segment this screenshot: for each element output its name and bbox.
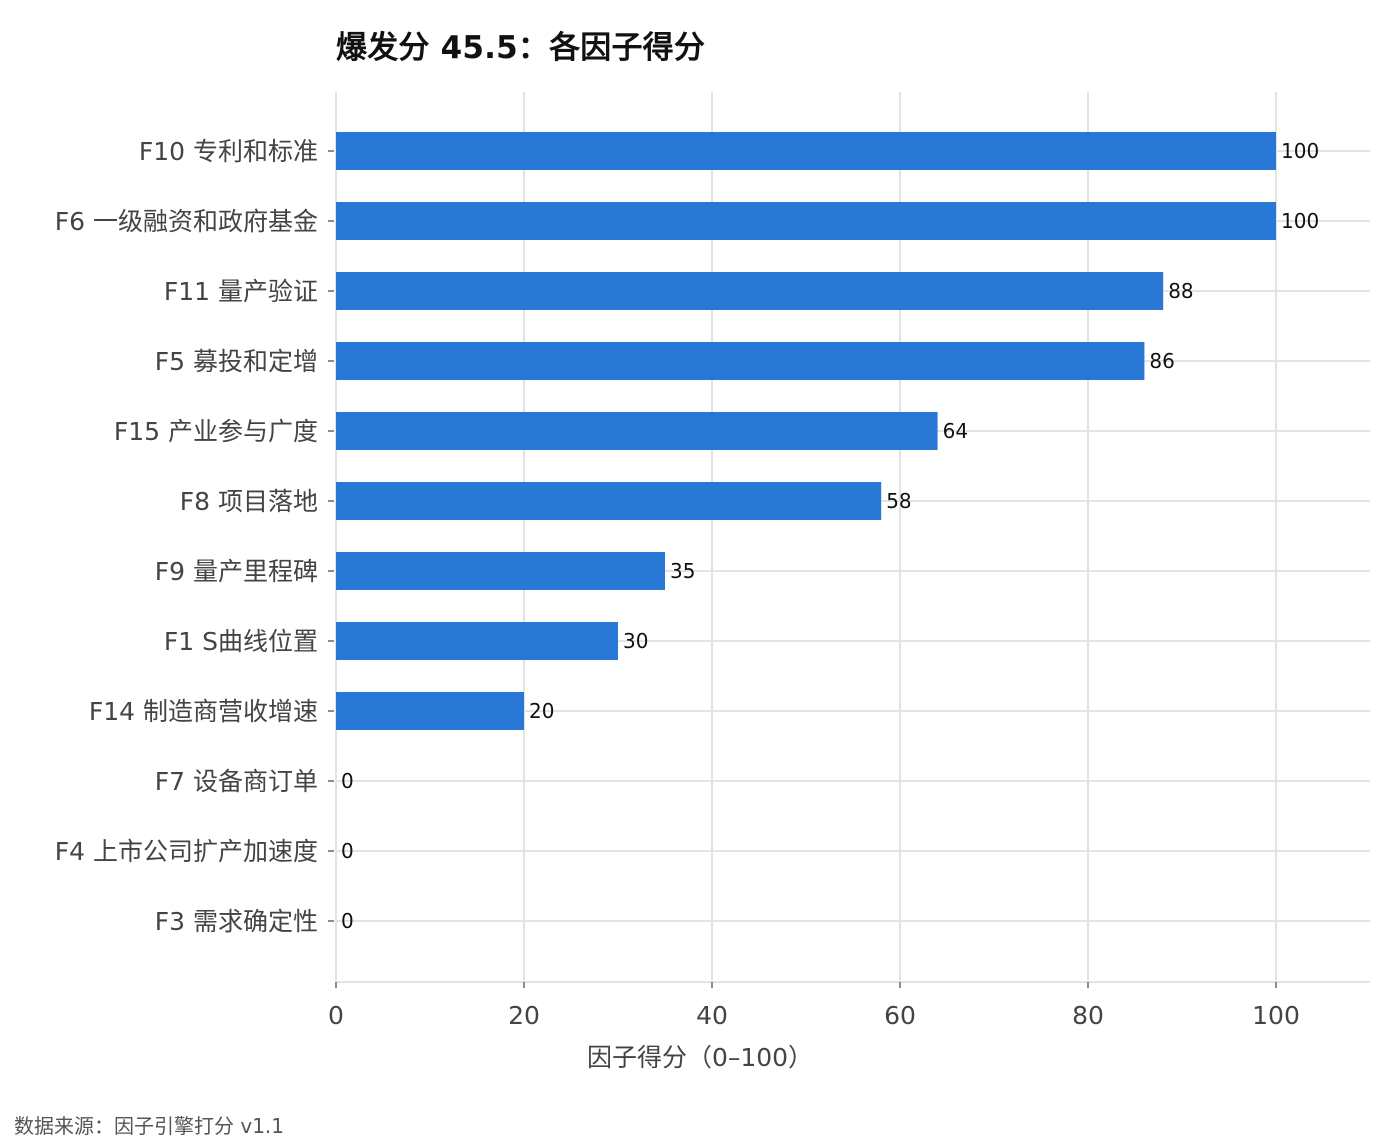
x-tick-label: 100 bbox=[1252, 1001, 1300, 1030]
data-label: 64 bbox=[943, 419, 968, 443]
bar bbox=[336, 692, 524, 730]
category-label: F7 设备商订单 bbox=[155, 767, 318, 796]
data-label: 100 bbox=[1281, 209, 1319, 233]
bar bbox=[336, 342, 1145, 380]
labels-layer: F10 专利和标准 100 F6 一级融资和政府基金 100 F11 量产验证 88 F5 … bbox=[55, 137, 1319, 936]
bar bbox=[336, 482, 882, 520]
x-tick-label: 40 bbox=[696, 1001, 728, 1030]
x-tick-label: 60 bbox=[884, 1001, 916, 1030]
data-label: 86 bbox=[1149, 349, 1174, 373]
category-label: F9 量产里程碑 bbox=[155, 557, 318, 586]
bar bbox=[336, 132, 1276, 170]
x-tick-label: 80 bbox=[1072, 1001, 1104, 1030]
x-tick-label: 0 bbox=[328, 1001, 344, 1030]
category-label: F4 上市公司扩产加速度 bbox=[55, 837, 318, 866]
category-label: F14 制造商营收增速 bbox=[89, 697, 318, 726]
x-axis-title: 因子得分（0–100） bbox=[586, 1043, 814, 1072]
bar bbox=[336, 412, 938, 450]
data-label: 58 bbox=[886, 489, 911, 513]
source-note: 数据来源：因子引擎打分 v1.1 bbox=[14, 1114, 284, 1138]
axes-layer: 0 20 40 60 80 100 bbox=[328, 150, 1370, 1030]
bar bbox=[336, 272, 1164, 310]
data-label: 30 bbox=[623, 629, 648, 653]
data-label: 35 bbox=[670, 559, 695, 583]
data-label: 88 bbox=[1168, 279, 1193, 303]
category-label: F3 需求确定性 bbox=[155, 907, 318, 936]
bar bbox=[336, 202, 1276, 240]
bar bbox=[336, 552, 665, 590]
bar bbox=[336, 622, 618, 660]
data-label: 0 bbox=[341, 839, 354, 863]
data-label: 0 bbox=[341, 769, 354, 793]
data-label: 100 bbox=[1281, 139, 1319, 163]
category-label: F5 募投和定增 bbox=[155, 347, 318, 376]
bars-layer bbox=[336, 132, 1276, 730]
category-label: F6 一级融资和政府基金 bbox=[55, 207, 318, 236]
data-label: 20 bbox=[529, 699, 554, 723]
x-tick-label: 20 bbox=[508, 1001, 540, 1030]
data-label: 0 bbox=[341, 909, 354, 933]
category-label: F8 项目落地 bbox=[180, 487, 318, 516]
category-label: F11 量产验证 bbox=[164, 277, 318, 306]
category-label: F10 专利和标准 bbox=[139, 137, 318, 166]
chart-title: 爆发分 45.5：各因子得分 bbox=[336, 30, 706, 66]
category-label: F15 产业参与广度 bbox=[114, 417, 318, 446]
category-label: F1 S曲线位置 bbox=[164, 627, 318, 656]
